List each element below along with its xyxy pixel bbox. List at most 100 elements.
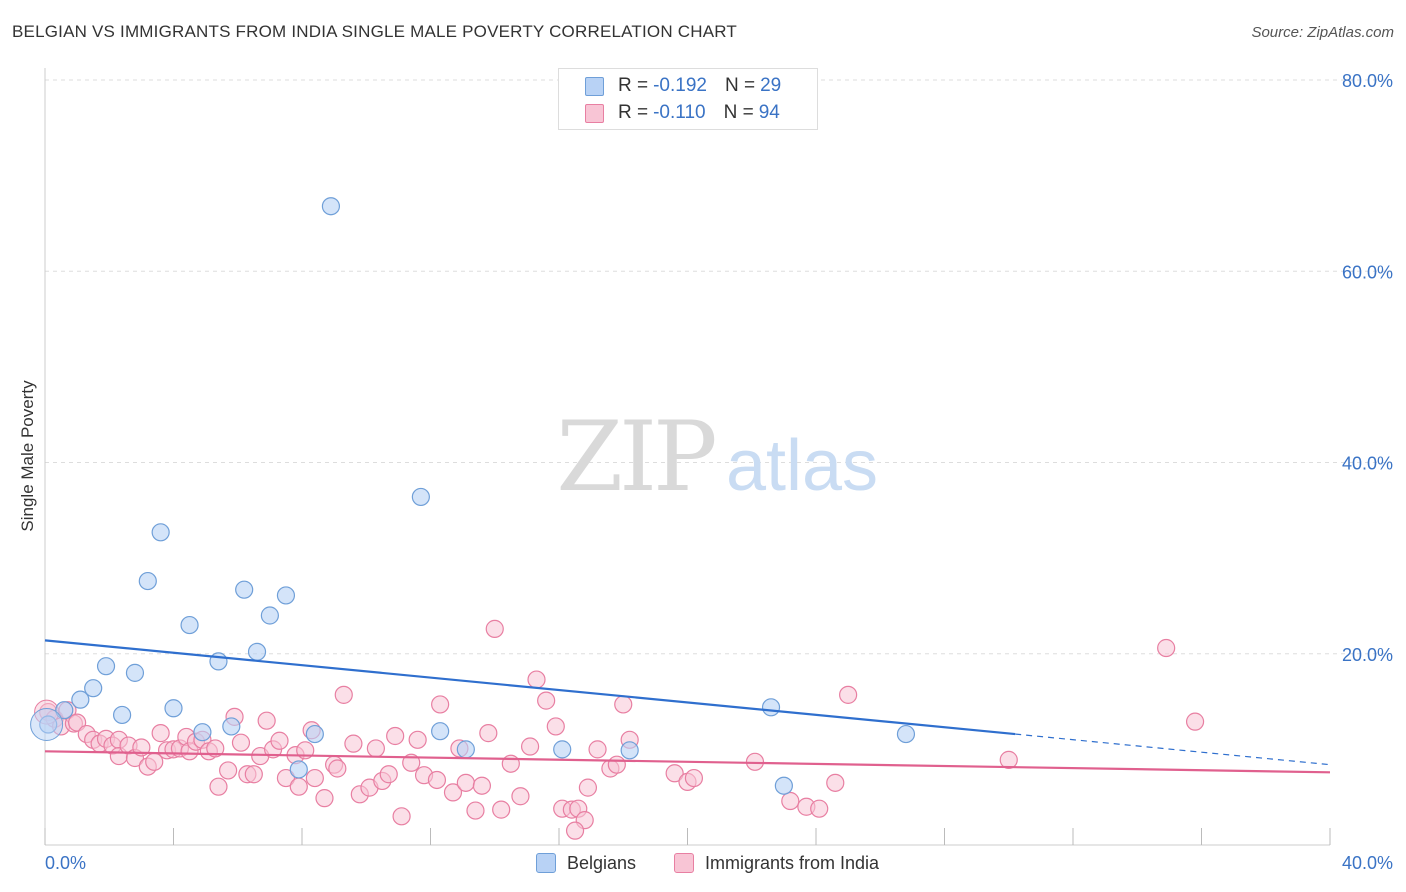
india-point: [431, 695, 450, 714]
india-point: [151, 724, 170, 743]
stats-legend: R = -0.192 N = 29 R = -0.110 N = 94: [558, 68, 818, 130]
r-label: R =: [618, 102, 649, 123]
belgians-point: [96, 657, 116, 676]
belgians-point: [761, 698, 781, 717]
india-point: [276, 768, 296, 788]
belgians-point: [125, 663, 145, 682]
india-point: [443, 783, 463, 802]
belgians-point: [774, 776, 793, 795]
belgians-point: [305, 724, 324, 744]
belgians-point: [260, 606, 279, 625]
india-trend-line: [44, 750, 1331, 774]
belgians-point: [411, 487, 430, 507]
india-point: [231, 733, 251, 752]
belgians-point: [112, 705, 132, 725]
india-point: [479, 724, 498, 743]
india-point: [305, 768, 324, 788]
belgians-point: [151, 523, 170, 542]
india-point: [244, 765, 263, 784]
india-point: [999, 750, 1018, 769]
stats-row-belgians: R = -0.192 N = 29: [585, 74, 781, 98]
india-point: [366, 739, 385, 758]
india-point: [485, 619, 504, 638]
series-india-points: [34, 619, 1205, 840]
trend-lines: [44, 639, 1331, 774]
india-point: [257, 711, 276, 730]
india-point: [839, 685, 858, 704]
belgians-point: [193, 723, 212, 742]
y-tick-label: 80.0%: [1342, 71, 1393, 91]
india-point: [492, 800, 511, 819]
india-point: [684, 768, 704, 788]
india-point: [209, 777, 228, 796]
india-point: [614, 695, 633, 714]
india-point: [537, 691, 556, 710]
belgians-point: [321, 197, 341, 216]
belgians-swatch: [585, 76, 604, 96]
x-tick-label: 40.0%: [1342, 853, 1393, 873]
series-belgians-points: [30, 197, 916, 795]
india-point: [379, 765, 398, 784]
india-point: [386, 726, 405, 746]
india-point: [408, 730, 427, 749]
india-legend-swatch: [674, 853, 694, 873]
legend-item-belgians[interactable]: Belgians: [536, 851, 636, 875]
n-value: 29: [760, 75, 782, 96]
belgians-point: [276, 586, 296, 605]
watermark-atlas: atlas: [726, 426, 878, 506]
belgians-trend-line: [44, 639, 1016, 736]
belgians-point: [620, 741, 639, 760]
india-swatch: [585, 103, 604, 123]
india-point: [1185, 712, 1205, 731]
belgians-point: [222, 717, 241, 736]
india-point: [219, 761, 238, 780]
india-point: [402, 753, 421, 772]
india-point: [826, 773, 845, 792]
belgians-point: [84, 679, 103, 698]
india-point: [565, 821, 585, 840]
india-point: [665, 764, 684, 783]
gridlines: [45, 79, 1392, 655]
belgians-point: [55, 701, 74, 720]
belgians-point-large: [30, 708, 64, 742]
r-value: -0.192: [653, 75, 707, 96]
india-point: [607, 755, 626, 774]
n-value: 94: [758, 102, 780, 123]
legend-label-belgians: Belgians: [567, 852, 637, 873]
india-point: [578, 778, 598, 797]
india-point: [588, 740, 607, 759]
india-point: [546, 717, 565, 736]
n-label: N =: [723, 102, 754, 123]
belgians-point: [138, 571, 157, 591]
india-point: [344, 734, 363, 753]
belgians-point: [431, 722, 450, 741]
tick-labels: 80.0% 60.0% 40.0% 20.0% 0.0% 40.0%: [45, 71, 1393, 873]
india-point: [1157, 638, 1176, 658]
india-point: [334, 685, 353, 704]
legend-label-india: Immigrants from India: [705, 852, 880, 873]
belgians-point: [235, 580, 254, 599]
y-tick-label: 60.0%: [1342, 262, 1393, 282]
r-value: -0.110: [653, 102, 706, 123]
chart-title: BELGIAN VS IMMIGRANTS FROM INDIA SINGLE …: [12, 22, 737, 41]
india-point: [392, 807, 411, 826]
y-tick-label: 20.0%: [1342, 645, 1393, 665]
india-point: [472, 776, 491, 795]
watermark: ZIP atlas: [556, 401, 878, 513]
belgians-point: [164, 699, 183, 718]
belgians-point: [180, 615, 199, 635]
india-point: [456, 773, 475, 792]
belgians-trend-extension: [1015, 733, 1331, 766]
india-point: [810, 799, 829, 818]
india-point: [270, 731, 289, 750]
n-label: N =: [724, 75, 756, 96]
stats-row-india: R = -0.110 N = 94: [585, 101, 780, 125]
india-point: [527, 670, 546, 689]
y-tick-label: 40.0%: [1342, 454, 1393, 474]
belgians-point: [71, 690, 90, 709]
legend-item-india[interactable]: Immigrants from India: [674, 851, 879, 875]
india-point: [520, 737, 540, 756]
x-tick-label: 0.0%: [45, 853, 86, 873]
india-point: [781, 791, 800, 811]
